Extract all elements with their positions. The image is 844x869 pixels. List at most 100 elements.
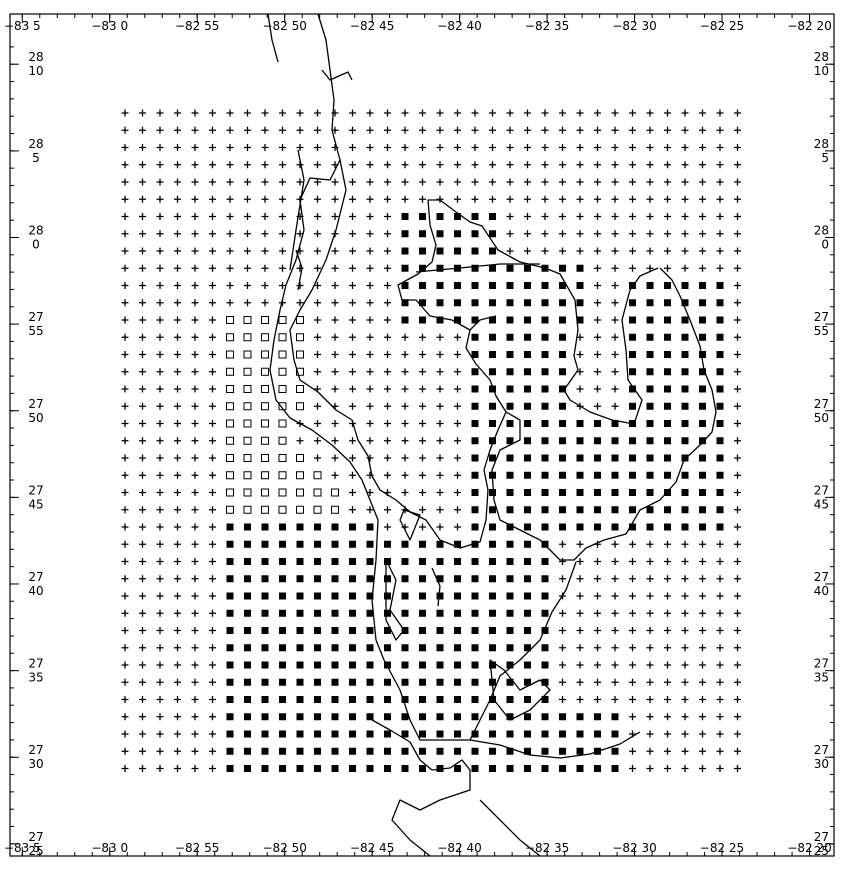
- grid-point-plus: [629, 765, 636, 772]
- grid-point-plus: [419, 402, 426, 410]
- grid-point-plus: [454, 195, 461, 203]
- grid-point-plus: [314, 144, 321, 151]
- grid-point-plus: [174, 644, 181, 652]
- grid-point-plus: [139, 609, 146, 617]
- grid-point-open: [243, 471, 252, 480]
- grid-point-plus: [331, 333, 339, 341]
- grid-point-filled: [541, 747, 549, 755]
- grid-point-filled: [506, 420, 514, 427]
- grid-point-plus: [174, 506, 181, 514]
- grid-point-plus: [611, 333, 619, 341]
- grid-point-plus: [156, 540, 164, 548]
- grid-point-plus: [174, 627, 181, 634]
- grid-point-filled: [419, 540, 426, 548]
- grid-point-open: [278, 385, 287, 393]
- grid-point-filled: [541, 644, 549, 652]
- grid-point-filled: [226, 696, 234, 703]
- grid-point-filled: [296, 747, 304, 755]
- grid-point-plus: [734, 299, 741, 307]
- grid-point-plus: [139, 730, 146, 738]
- grid-point-plus: [366, 126, 374, 134]
- grid-point-plus: [454, 351, 461, 358]
- grid-point-plus: [419, 506, 426, 514]
- grid-point-plus: [139, 678, 146, 686]
- grid-point-plus: [226, 299, 234, 307]
- grid-point-plus: [681, 558, 689, 565]
- grid-point-plus: [559, 696, 566, 703]
- grid-point-filled: [279, 730, 286, 738]
- grid-point-plus: [331, 316, 339, 324]
- lon-label: −82 25: [700, 19, 744, 33]
- grid-point-plus: [594, 109, 601, 117]
- grid-point-plus: [699, 144, 706, 151]
- grid-point-plus: [191, 592, 199, 600]
- grid-point-filled: [261, 558, 269, 565]
- grid-point-plus: [646, 109, 654, 117]
- grid-point-plus: [646, 644, 654, 652]
- grid-point-filled: [314, 592, 321, 600]
- grid-point-plus: [594, 126, 601, 134]
- grid-point-plus: [209, 627, 216, 634]
- grid-point-plus: [191, 126, 199, 134]
- grid-point-open: [226, 436, 234, 445]
- grid-point-plus: [699, 161, 706, 169]
- grid-point-filled: [541, 402, 549, 410]
- grid-point-plus: [174, 437, 181, 445]
- grid-point-plus: [664, 644, 671, 652]
- grid-point-filled: [506, 264, 514, 272]
- grid-point-plus: [209, 333, 216, 341]
- grid-point-plus: [226, 109, 234, 117]
- grid-point-plus: [611, 678, 619, 686]
- grid-point-open: [261, 402, 269, 411]
- grid-point-plus: [594, 661, 601, 669]
- lon-label: −83 0: [91, 19, 128, 33]
- grid-point-open: [296, 333, 304, 342]
- grid-point-plus: [436, 368, 444, 376]
- grid-point-plus: [401, 489, 409, 496]
- grid-point-filled: [314, 627, 321, 634]
- grid-point-plus: [559, 627, 566, 634]
- grid-point-plus: [191, 454, 199, 462]
- grid-point-plus: [734, 627, 741, 634]
- grid-point-plus: [419, 178, 426, 186]
- grid-point-open: [261, 333, 269, 342]
- grid-point-plus: [646, 540, 654, 548]
- grid-point-plus: [594, 627, 601, 634]
- grid-point-plus: [296, 109, 304, 117]
- grid-point-filled: [506, 489, 514, 496]
- grid-point-filled: [454, 299, 461, 307]
- grid-point-plus: [139, 316, 146, 324]
- grid-point-open: [278, 488, 287, 497]
- grid-point-plus: [734, 592, 741, 600]
- grid-point-plus: [279, 282, 286, 289]
- grid-point-filled: [506, 368, 514, 376]
- grid-point-filled: [681, 299, 689, 307]
- grid-point-filled: [681, 385, 689, 393]
- grid-point-plus: [576, 592, 584, 600]
- grid-point-plus: [401, 126, 409, 134]
- grid-point-open: [243, 316, 252, 324]
- grid-point-filled: [366, 540, 374, 548]
- grid-point-filled: [384, 575, 391, 583]
- grid-point-filled: [331, 696, 339, 703]
- grid-point-plus: [121, 247, 129, 255]
- grid-point-filled: [524, 437, 531, 445]
- grid-point-filled: [471, 696, 479, 703]
- grid-point-plus: [594, 678, 601, 686]
- grid-point-filled: [436, 575, 444, 583]
- grid-point-plus: [139, 437, 146, 445]
- grid-point-open: [278, 505, 287, 514]
- grid-point-plus: [384, 385, 391, 393]
- grid-point-plus: [121, 661, 129, 669]
- grid-point-plus: [734, 506, 741, 514]
- grid-point-plus: [209, 282, 216, 289]
- grid-point-plus: [139, 661, 146, 669]
- grid-point-plus: [139, 420, 146, 427]
- grid-point-plus: [681, 213, 689, 220]
- grid-point-plus: [139, 471, 146, 479]
- grid-point-filled: [419, 627, 426, 634]
- grid-point-filled: [331, 523, 339, 531]
- grid-point-plus: [296, 144, 304, 151]
- grid-point-plus: [191, 420, 199, 427]
